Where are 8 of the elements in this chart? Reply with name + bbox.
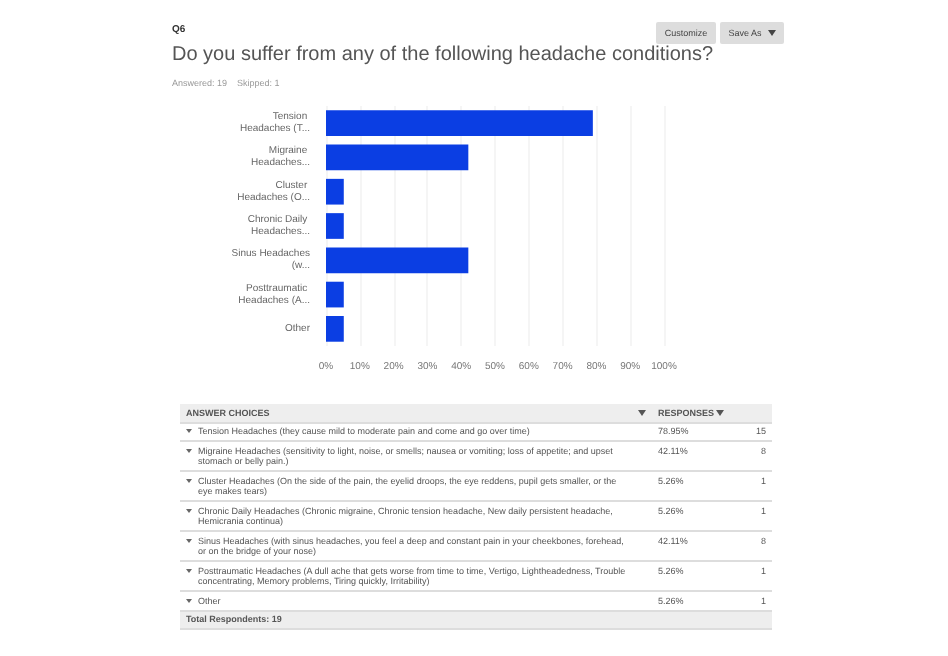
chart-title: Do you suffer from any of the following headache conditions? xyxy=(172,44,714,66)
bar xyxy=(326,213,344,239)
bar xyxy=(326,316,344,342)
bar xyxy=(326,281,344,308)
bar xyxy=(326,247,469,274)
bar xyxy=(326,110,593,136)
bar xyxy=(326,144,469,171)
bar xyxy=(326,178,344,205)
